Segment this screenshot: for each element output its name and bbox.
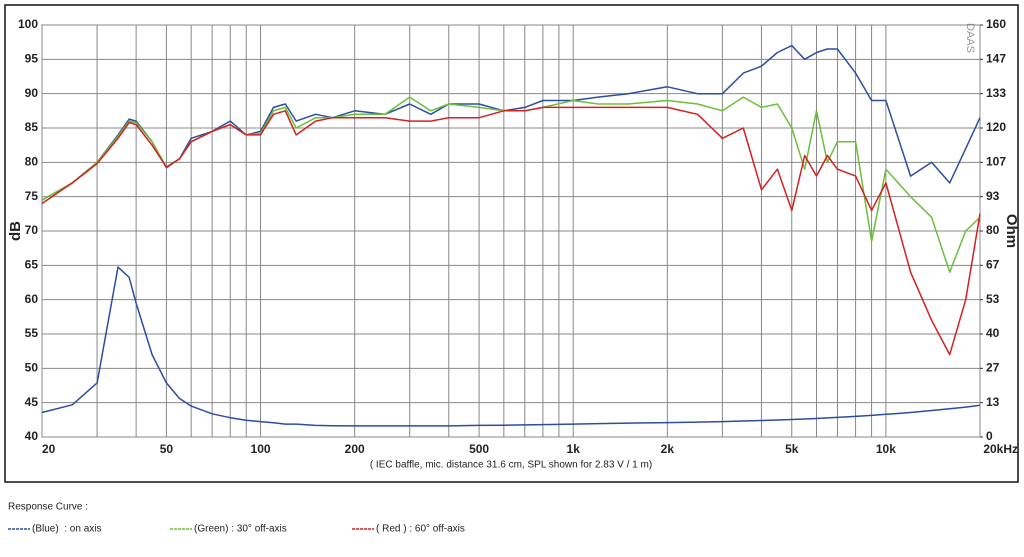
y2-tick-label: 107 <box>986 154 1006 168</box>
frame <box>4 4 1019 483</box>
series-line <box>41 266 981 427</box>
series-line <box>41 44 981 201</box>
series-line <box>41 106 981 356</box>
y2-tick-label: 120 <box>986 120 1006 134</box>
y-tick-label: 65 <box>25 258 39 272</box>
y-tick-label: 70 <box>25 223 39 237</box>
y2-tick-label: 93 <box>986 189 1000 203</box>
y-tick-label: 85 <box>25 120 39 134</box>
y2-tick-label: 27 <box>986 360 1000 374</box>
y-tick-label: 45 <box>25 395 39 409</box>
y-tick-label: 40 <box>25 429 39 443</box>
x-tick-label: 100 <box>251 442 271 456</box>
y-axis-label: dB <box>7 221 24 241</box>
y2-tick-label: 67 <box>986 257 1000 271</box>
x-tick-label: 200 <box>345 442 365 456</box>
y2-tick-label: 80 <box>986 223 1000 237</box>
y-tick-label: 60 <box>25 292 39 306</box>
y-tick-label: 95 <box>25 52 39 66</box>
watermark: DAAS <box>964 23 976 53</box>
x-tick-label: 20 <box>42 442 56 456</box>
x-tick-label: 1k <box>567 442 581 456</box>
x-tick-label: 10k <box>876 442 896 456</box>
y-tick-label: 55 <box>25 326 39 340</box>
x-tick-label: 5k <box>785 442 799 456</box>
y-tick-label: 75 <box>25 189 39 203</box>
y2-tick-label: 133 <box>986 86 1006 100</box>
y2-tick-label: 13 <box>986 395 1000 409</box>
y-tick-label: 90 <box>25 86 39 100</box>
series-line <box>41 96 981 273</box>
y2-axis-label: Ohm <box>1003 214 1020 248</box>
y2-tick-label: 40 <box>986 326 1000 340</box>
x-tick-label: 50 <box>160 442 174 456</box>
y2-tick-label: 147 <box>986 51 1006 65</box>
y-tick-label: 100 <box>18 17 38 31</box>
x-tick-label: 20kHz <box>983 442 1018 456</box>
annotation: ( IEC baffle, mic. distance 31.6 cm, SPL… <box>370 460 652 471</box>
y-tick-label: 50 <box>25 361 39 375</box>
y2-tick-label: 53 <box>986 292 1000 306</box>
y-tick-label: 80 <box>25 155 39 169</box>
x-tick-label: 500 <box>469 442 489 456</box>
legend-title: Response Curve : <box>8 502 88 513</box>
legend-label: (Blue) : on axis <box>32 524 101 535</box>
legend-label: (Green) : 30° off-axis <box>194 524 287 535</box>
y2-tick-label: 0 <box>986 429 993 443</box>
y2-tick-label: 160 <box>986 17 1006 31</box>
legend-label: ( Red ) : 60° off-axis <box>376 524 465 535</box>
x-tick-label: 2k <box>661 442 675 456</box>
